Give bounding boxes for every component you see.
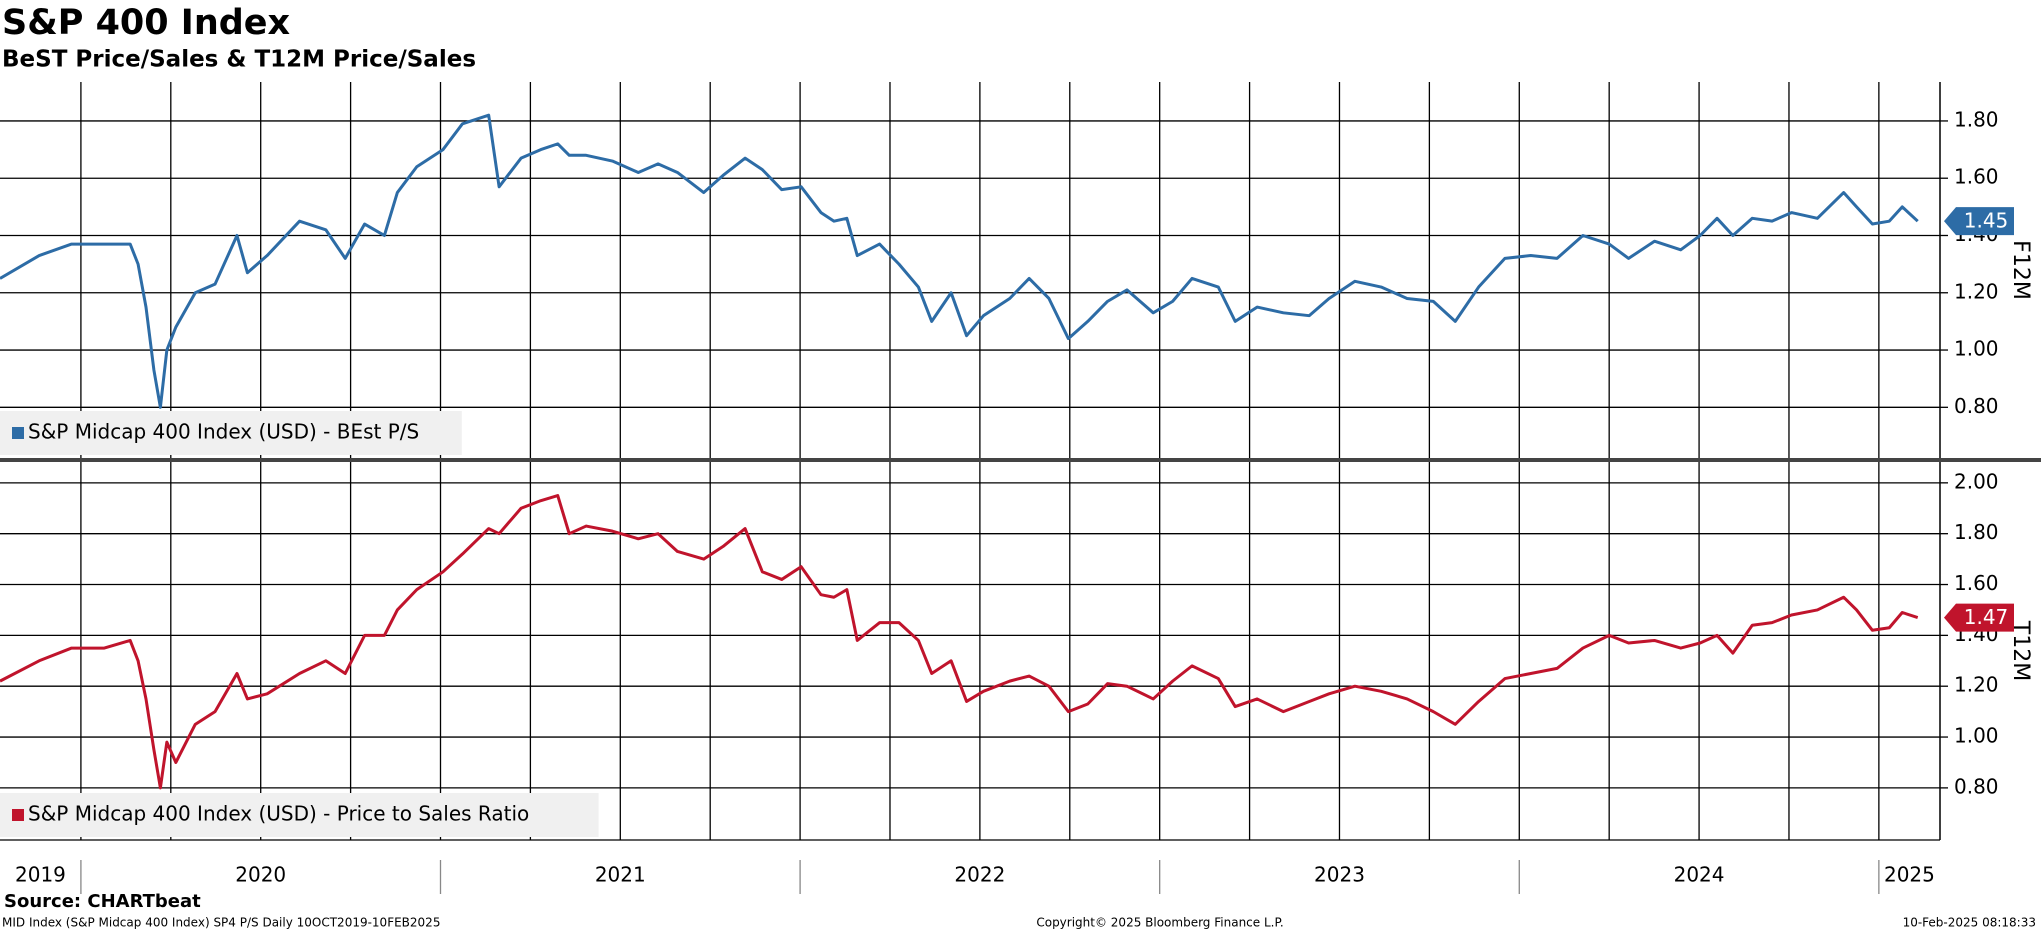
x-tick-label: 2022: [954, 863, 1005, 887]
last-value-tag: [1944, 207, 2014, 236]
chart-title: S&P 400 Index: [2, 3, 291, 43]
last-value-tag: [1944, 603, 2014, 632]
y-tick-label: 1.80: [1954, 107, 1999, 131]
footer-center: Copyright© 2025 Bloomberg Finance L.P.: [1036, 916, 1283, 930]
legend-box: [0, 793, 599, 837]
y-axis-title: F12M: [2008, 240, 2033, 300]
y-tick-label: 0.80: [1954, 774, 1999, 798]
y-tick-label: 1.20: [1954, 279, 1999, 303]
y-tick-label: 1.60: [1954, 571, 1999, 595]
footer-left: MID Index (S&P Midcap 400 Index) SP4 P/S…: [2, 916, 440, 930]
series-line: [0, 113, 1919, 409]
y-tick-label: 1.60: [1954, 165, 1999, 189]
legend-swatch: [12, 809, 24, 821]
x-tick-label: 2021: [595, 863, 646, 887]
y-tick-label: 1.00: [1954, 724, 1999, 748]
y-tick-label: 1.80: [1954, 520, 1999, 544]
x-tick-label: 2019: [15, 863, 66, 887]
x-tick-label: 2025: [1884, 863, 1935, 887]
x-tick-label: 2020: [235, 863, 286, 887]
last-value-label: 1.45: [1964, 209, 2009, 233]
last-value-label: 1.47: [1964, 605, 2009, 629]
x-tick-label: 2023: [1314, 863, 1365, 887]
legend-box: [0, 411, 462, 455]
legend-swatch: [12, 427, 24, 439]
chart-subtitle: BeST Price/Sales & T12M Price/Sales: [2, 47, 476, 73]
y-tick-label: 1.00: [1954, 337, 1999, 361]
legend-label: S&P Midcap 400 Index (USD) - Price to Sa…: [28, 802, 529, 826]
series-line: [0, 494, 1919, 790]
footer-right: 10-Feb-2025 08:18:33: [1903, 916, 2036, 930]
y-tick-label: 1.20: [1954, 673, 1999, 697]
y-tick-label: 2.00: [1954, 469, 1999, 493]
x-tick-label: 2024: [1674, 863, 1725, 887]
legend-label: S&P Midcap 400 Index (USD) - BEst P/S: [28, 420, 419, 444]
y-tick-label: 0.80: [1954, 394, 1999, 418]
source: Source: CHARTbeat: [4, 891, 201, 912]
